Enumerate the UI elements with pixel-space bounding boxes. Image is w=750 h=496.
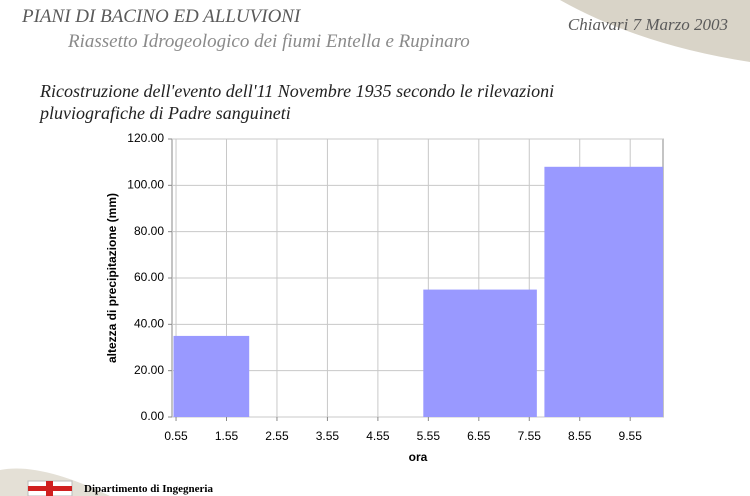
x-tick-label: 2.55 [265,429,289,443]
x-axis-label: ora [409,450,428,464]
y-axis-label: altezza di precipitazione (mm) [105,193,119,363]
y-tick-label: 80.00 [134,224,164,238]
bar [544,166,663,417]
y-tick-label: 60.00 [134,270,164,284]
x-tick-label: 6.55 [467,429,491,443]
corner-decoration [560,0,750,62]
x-tick-label: 4.55 [366,429,390,443]
y-tick-label: 40.00 [134,317,164,331]
place-date: Chiavari 7 Marzo 2003 [568,15,728,34]
x-tick-label: 8.55 [568,429,592,443]
y-tick-label: 0.00 [141,409,165,423]
x-tick-label: 0.55 [164,429,188,443]
x-tick-label: 7.55 [518,429,542,443]
logo [27,480,73,496]
x-tick-label: 3.55 [316,429,340,443]
y-tick-label: 20.00 [134,363,164,377]
y-tick-label: 120.00 [127,131,164,145]
y-tick-label: 100.00 [127,178,164,192]
x-tick-label: 1.55 [215,429,239,443]
x-tick-label: 9.55 [619,429,643,443]
department: Dipartimento di Ingegneria [84,483,213,495]
chart-title: pluviografiche di Padre sanguineti [38,103,291,123]
header-title: PIANI DI BACINO ED ALLUVIONI [21,6,302,27]
chart-title: Ricostruzione dell'evento dell'11 Novemb… [39,81,554,101]
bar [423,289,537,417]
bar [173,335,250,417]
header-subtitle: Riassetto Idrogeologico dei fiumi Entell… [67,31,470,52]
x-tick-label: 5.55 [417,429,441,443]
